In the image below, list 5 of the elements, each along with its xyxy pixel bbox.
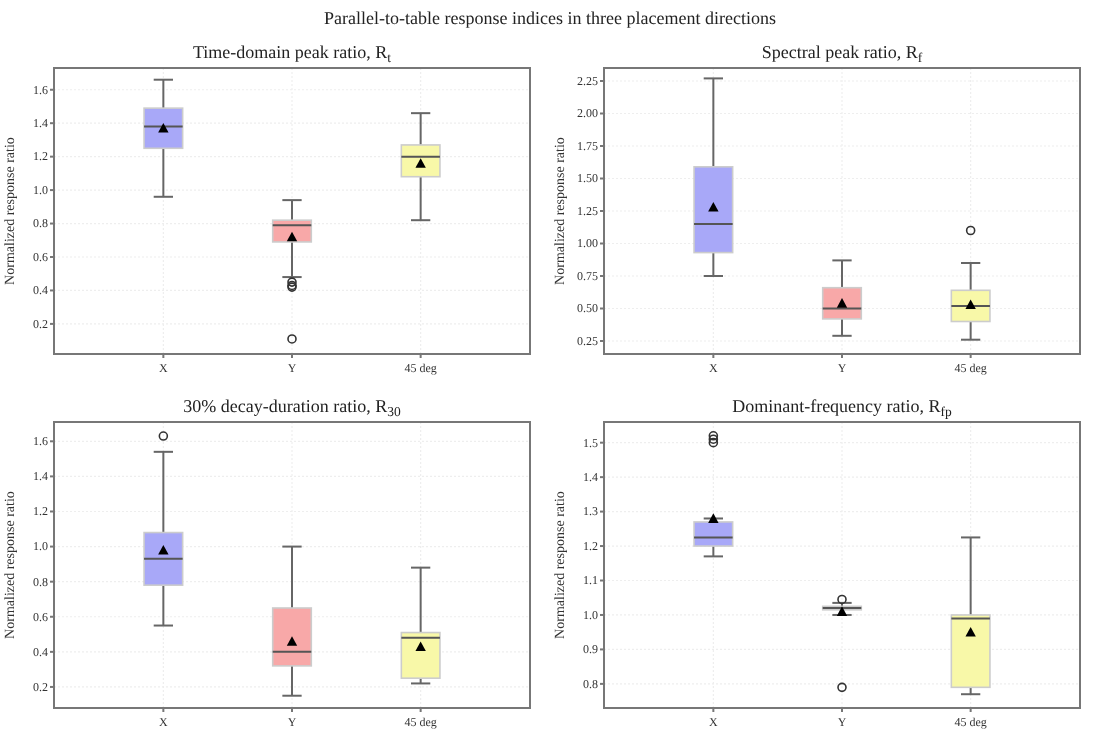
chart-title: 30% decay-duration ratio, R$_{30}$ (183, 396, 402, 420)
chart-title: Dominant-frequency ratio, R$_{fp}$ (732, 396, 954, 420)
chart-title: Spectral peak ratio, R$_{f}$ (761, 42, 924, 66)
text: Parallel-to-table response indices in three placement directions (324, 8, 777, 28)
chart-title: Time-domain peak ratio, R$_{t}$ (192, 42, 392, 66)
